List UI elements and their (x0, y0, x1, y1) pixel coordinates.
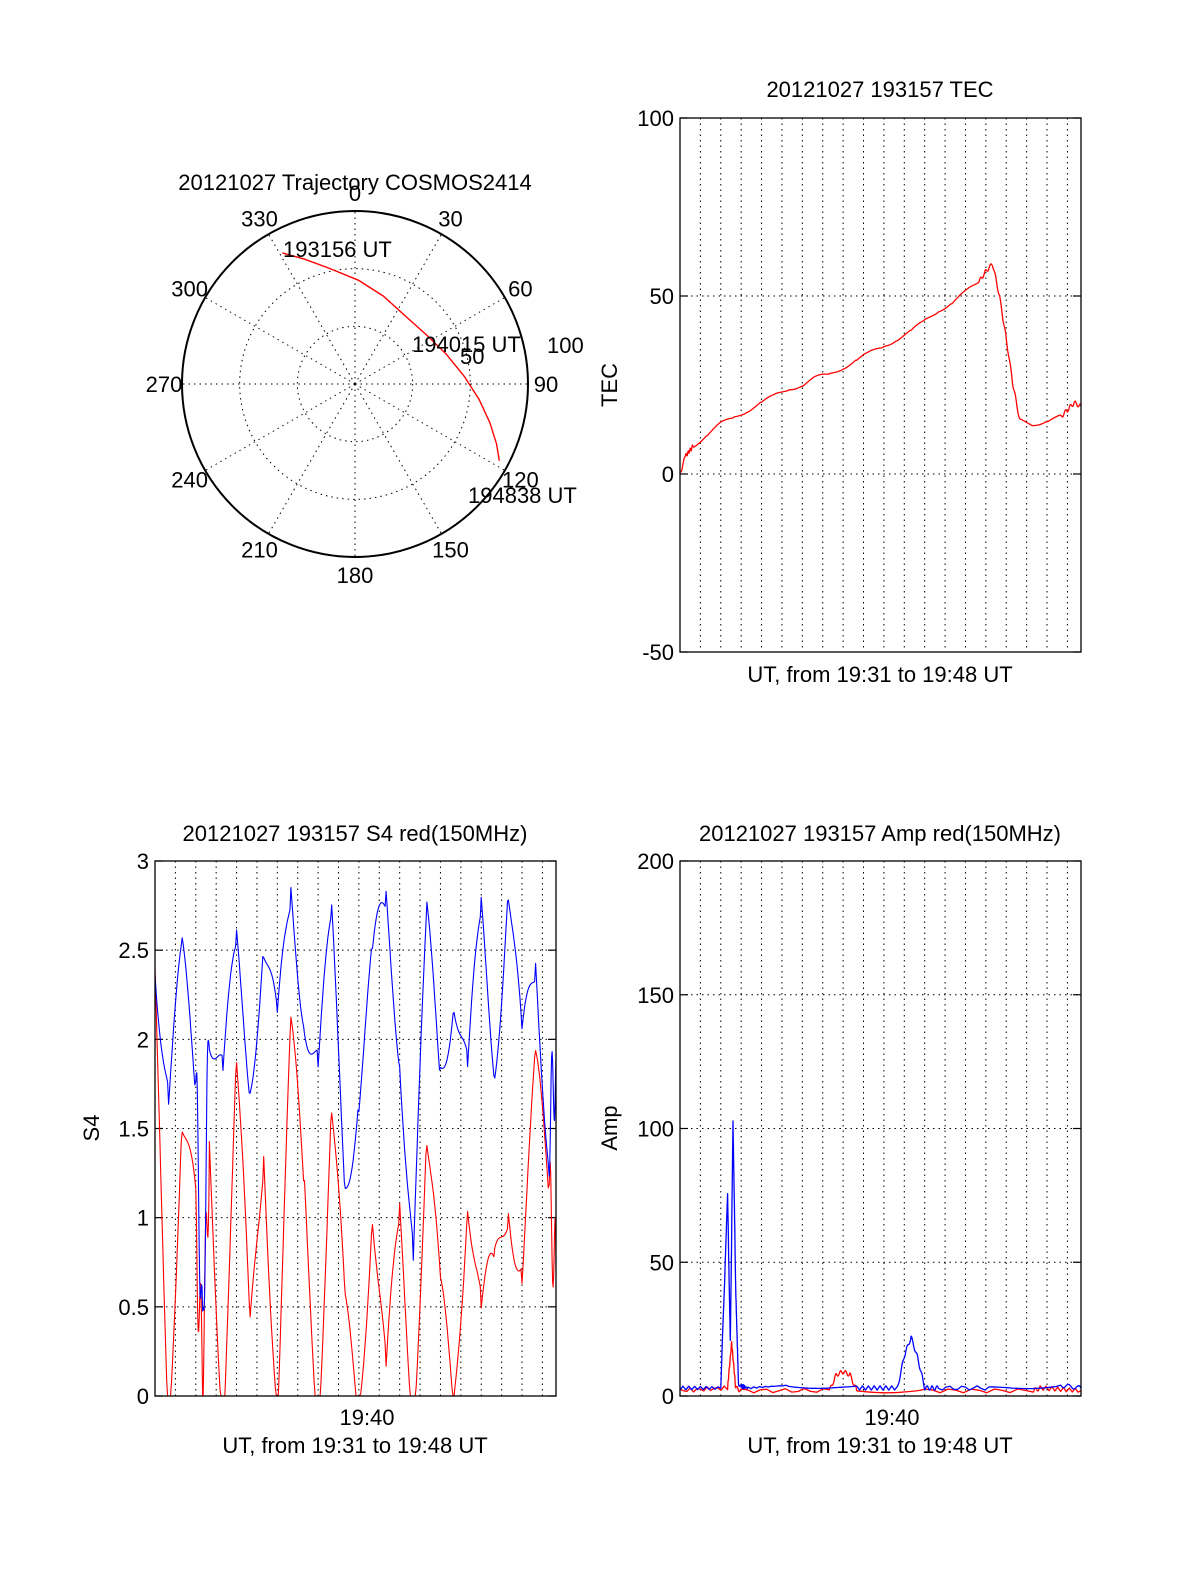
polar-spoke-60 (354, 297, 506, 385)
s4-line-red (154, 968, 557, 1397)
polar-spoke-240 (204, 383, 356, 471)
s4-series (154, 887, 557, 1397)
trajectory-start-label: 193156 UT (283, 237, 392, 262)
elevation-ring-label-50: 50 (460, 344, 484, 369)
amp-axes-frame (679, 860, 1082, 1397)
polar-spoke-30 (354, 233, 442, 385)
polar-trajectory-panel: 20121027 Trajectory COSMOS2414 0 30 60 90 12… (146, 170, 584, 588)
polar-spoke-210 (268, 383, 356, 535)
azimuth-label-0: 0 (349, 181, 361, 206)
polar-title: 20121027 Trajectory COSMOS2414 (178, 170, 531, 195)
polar-ring-1 (239, 268, 471, 500)
azimuth-label-150: 150 (432, 537, 469, 562)
tec-panel: 20121027 193157 TEC TEC UT, from 19:31 t… (597, 77, 1082, 687)
polar-azimuth-labels: 0 30 60 90 120 150 180 210 240 270 300 330 (146, 181, 559, 588)
amp-ylabel: Amp (597, 1105, 622, 1150)
s4-line-blue (154, 887, 557, 1312)
amp-xlabel: UT, from 19:31 to 19:48 UT (747, 1433, 1012, 1458)
s4-y-ticks: 0 0.5 1 1.5 2 2.5 3 (118, 849, 556, 1409)
amp-ytick-label-50: 50 (650, 1250, 674, 1275)
amp-ytick-label-150: 150 (637, 983, 674, 1008)
s4-ytick-label-0.5: 0.5 (118, 1295, 149, 1320)
s4-xtick-label: 19:40 (339, 1405, 394, 1430)
tec-xlabel: UT, from 19:31 to 19:48 UT (747, 662, 1012, 687)
s4-xlabel: UT, from 19:31 to 19:48 UT (222, 1433, 487, 1458)
azimuth-label-30: 30 (438, 207, 462, 232)
azimuth-label-90: 90 (534, 372, 558, 397)
polar-trajectory-line-0 (282, 252, 500, 461)
tec-series (679, 263, 1082, 473)
amp-ytick-label-0: 0 (662, 1384, 674, 1409)
amp-line-blue (679, 1120, 1082, 1391)
tec-grid (680, 118, 1081, 652)
tec-title: 20121027 193157 TEC (766, 77, 993, 102)
azimuth-label-240: 240 (171, 468, 208, 493)
s4-title: 20121027 193157 S4 red(150MHz) (183, 821, 528, 846)
s4-ytick-label-2.5: 2.5 (118, 938, 149, 963)
azimuth-label-270: 270 (146, 372, 183, 397)
azimuth-label-120: 120 (502, 468, 539, 493)
tec-ytick-label-50: 50 (650, 284, 674, 309)
polar-spoke-300 (204, 297, 356, 385)
azimuth-label-60: 60 (508, 277, 532, 302)
tec-y-ticks: -50 0 50 100 (637, 106, 1081, 665)
amp-title: 20121027 193157 Amp red(150MHz) (699, 821, 1061, 846)
amp-panel: 20121027 193157 Amp red(150MHz) Amp 19:4… (597, 821, 1082, 1458)
s4-axes-frame (154, 860, 557, 1397)
s4-panel: 20121027 193157 S4 red(150MHz) S4 19:40 … (79, 821, 557, 1458)
tec-ytick-label-100: 100 (637, 106, 674, 131)
s4-ytick-label-1.5: 1.5 (118, 1117, 149, 1142)
s4-ytick-label-1: 1 (137, 1206, 149, 1231)
polar-outer-ring (181, 210, 529, 558)
polar-spoke-150 (354, 383, 442, 535)
amp-xtick-label: 19:40 (864, 1405, 919, 1430)
polar-spoke-330 (268, 233, 356, 385)
polar-spoke-120 (354, 383, 506, 471)
s4-ylabel: S4 (79, 1115, 104, 1142)
s4-grid (155, 861, 556, 1396)
amp-ytick-label-100: 100 (637, 1117, 674, 1142)
azimuth-label-210: 210 (241, 537, 278, 562)
s4-ytick-label-3: 3 (137, 849, 149, 874)
azimuth-label-330: 330 (241, 207, 278, 232)
tec-ytick-label-0: 0 (662, 462, 674, 487)
amp-y-ticks: 0 50 100 150 200 (637, 849, 1081, 1409)
elevation-ring-label-100: 100 (547, 333, 584, 358)
tec-ytick-label--50: -50 (642, 640, 674, 665)
amp-line-red (679, 1340, 1082, 1394)
polar-trajectory-series (282, 252, 500, 461)
azimuth-label-300: 300 (171, 277, 208, 302)
azimuth-label-180: 180 (337, 563, 374, 588)
polar-grid (181, 210, 529, 558)
tec-axes-frame (679, 117, 1082, 653)
trajectory-end-label: 194838 UT (468, 483, 577, 508)
amp-series (679, 1120, 1082, 1394)
tec-line-red (679, 263, 1082, 473)
s4-ytick-label-2: 2 (137, 1027, 149, 1052)
tec-ylabel: TEC (597, 363, 622, 407)
trajectory-mid-label: 194015 UT (412, 332, 521, 357)
amp-grid (680, 861, 1081, 1396)
amp-ytick-label-200: 200 (637, 849, 674, 874)
s4-ytick-label-0: 0 (137, 1384, 149, 1409)
